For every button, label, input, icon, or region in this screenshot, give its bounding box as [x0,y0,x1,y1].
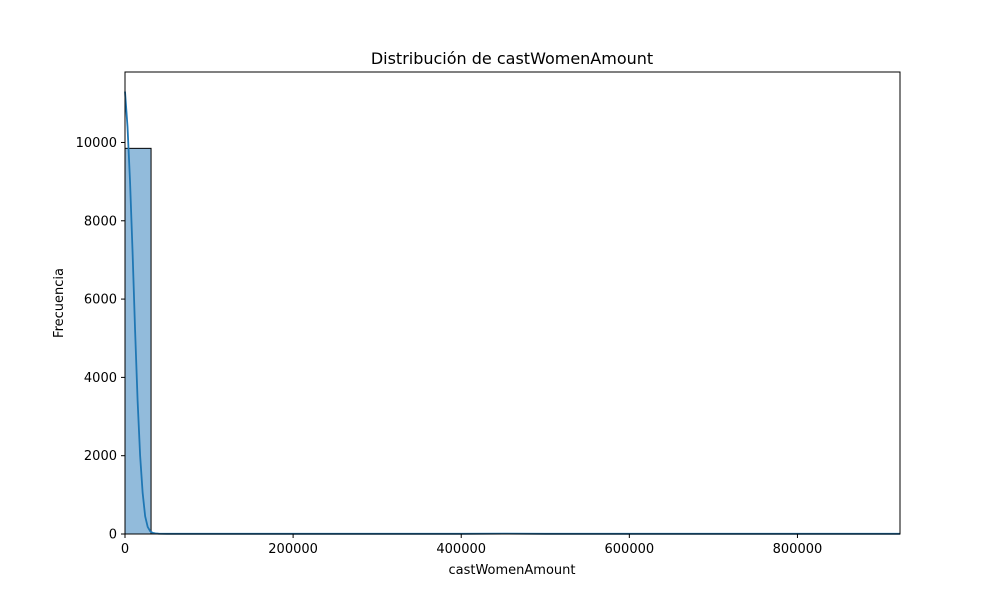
histogram-bar [124,147,152,535]
y-axis-label: Frecuencia [52,268,67,338]
chart-title: Distribución de castWomenAmount [371,49,653,68]
y-tick-label: 10000 [76,136,117,151]
x-axis-label: castWomenAmount [448,563,575,578]
y-tick-label: 8000 [84,214,117,229]
x-tick-label: 200000 [268,542,318,557]
x-tick-label: 0 [121,542,129,557]
x-tick-label: 800000 [773,542,823,557]
x-axis-ticks: 0 200000 400000 600000 800000 [121,534,822,557]
x-tick-label: 400000 [436,542,486,557]
y-axis-ticks: 0 2000 4000 6000 8000 10000 [76,136,125,543]
y-tick-label: 0 [109,528,117,543]
x-tick-label: 600000 [605,542,655,557]
histogram-bars [124,147,900,535]
y-tick-label: 4000 [84,371,117,386]
y-tick-label: 6000 [84,293,117,308]
y-tick-label: 2000 [84,449,117,464]
plot-area-frame [124,71,901,535]
